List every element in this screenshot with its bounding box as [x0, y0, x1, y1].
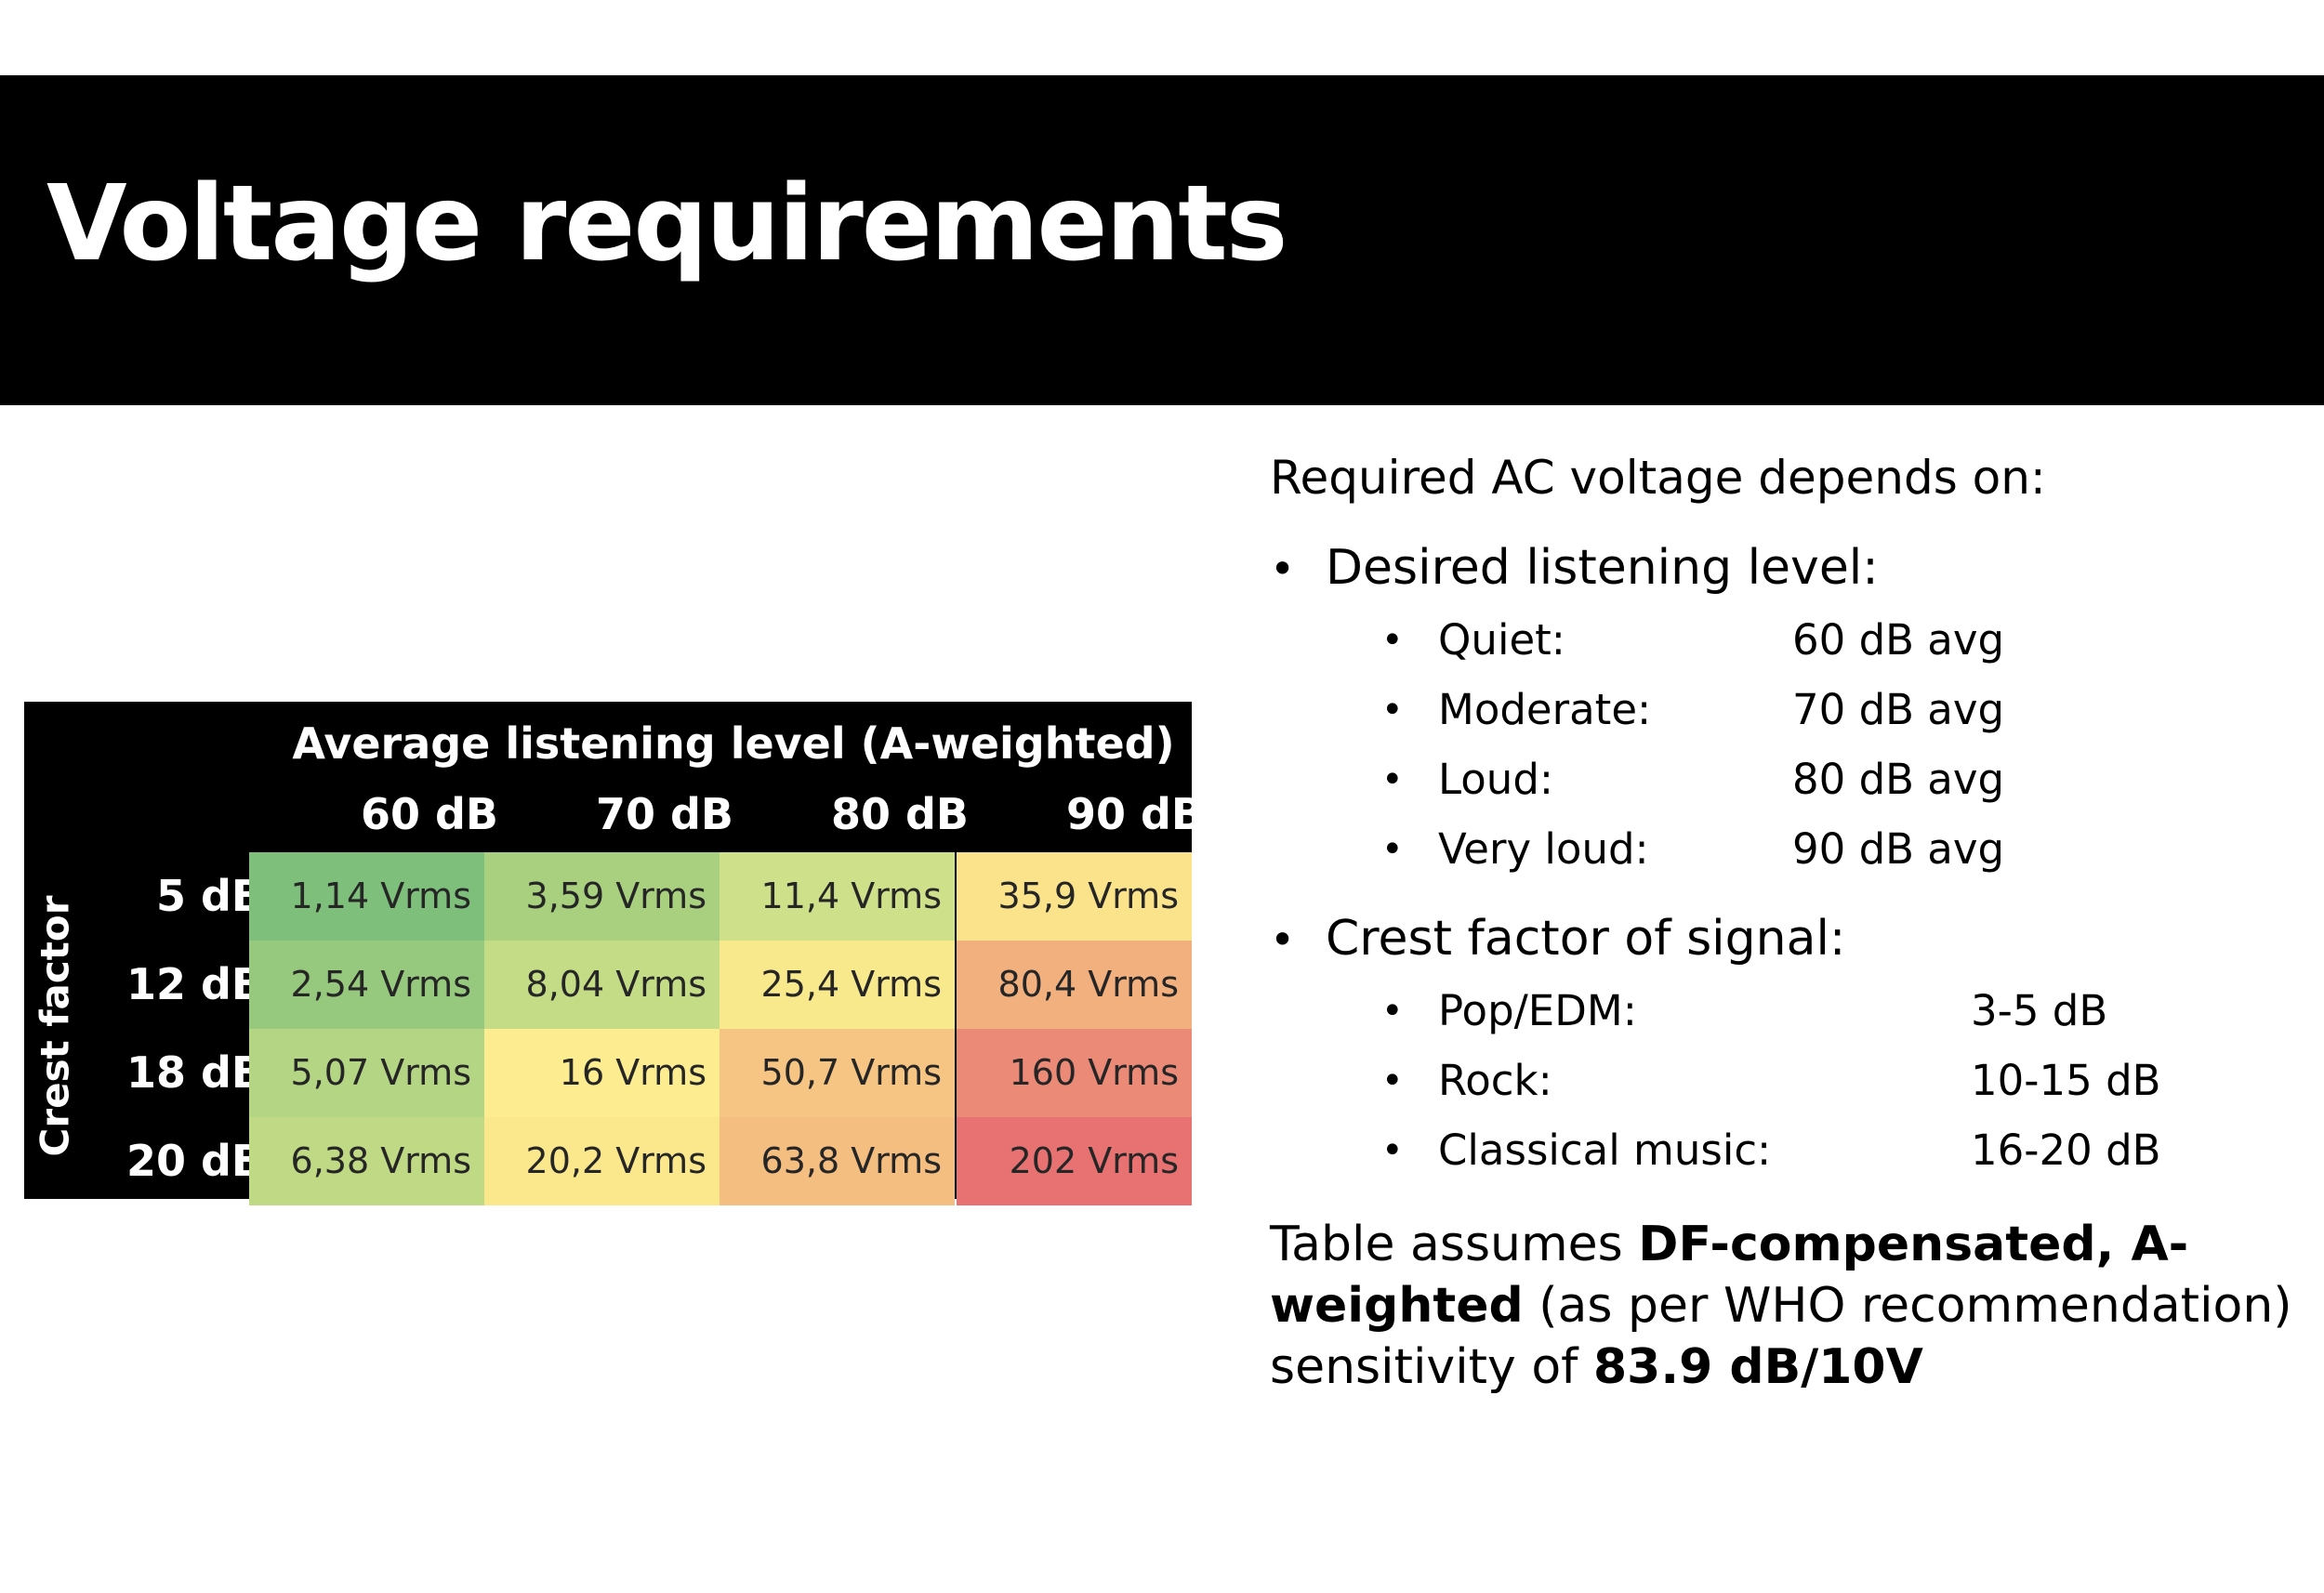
assumption-note: Table assumes DF-compensated, A-weighted… [1270, 1214, 2311, 1398]
bullet-listening-level: Desired listening level: [1326, 540, 1879, 596]
table-cell: 3,59 Vrms [484, 852, 720, 941]
intro-text: Required AC voltage depends on: [1270, 451, 2046, 505]
level-item-name: Very loud: [1438, 824, 1649, 874]
table-cell: 16 Vrms [484, 1029, 720, 1117]
slide-title: Voltage requirements [46, 164, 1287, 284]
row-header: 18 dB [125, 1047, 264, 1098]
column-header: 80 dB [830, 789, 969, 839]
bullet-dot: • [1381, 689, 1404, 731]
table-cell: 2,54 Vrms [249, 941, 484, 1029]
column-header: 60 dB [360, 789, 498, 839]
level-item-name: Loud: [1438, 755, 1554, 804]
crest-item-name: Classical music: [1438, 1126, 1772, 1175]
bullet-dot: • [1381, 758, 1404, 801]
side-axis-text: Crest factor [32, 895, 78, 1156]
table-cell: 20,2 Vrms [484, 1117, 720, 1205]
bullet-crest-factor: Crest factor of signal: [1326, 911, 1846, 967]
table-cell: 8,04 Vrms [484, 941, 720, 1029]
crest-item-name: Pop/EDM: [1438, 986, 1637, 1035]
title-bar [0, 75, 2324, 405]
table-cell: 25,4 Vrms [720, 941, 955, 1029]
bullet-dot: • [1381, 828, 1404, 871]
table-cell: 50,7 Vrms [720, 1029, 955, 1117]
bullet-dot: • [1270, 544, 1296, 594]
row-header: 20 dB [125, 1136, 264, 1186]
level-item-value: 80 dB avg [1792, 755, 2005, 804]
level-item-value: 60 dB avg [1792, 615, 2005, 665]
table-cell: 202 Vrms [957, 1117, 1192, 1205]
bullet-dot: • [1270, 915, 1296, 965]
table-cell: 35,9 Vrms [957, 852, 1192, 941]
table-cell: 1,14 Vrms [249, 852, 484, 941]
crest-item-value: 16-20 dB [1971, 1126, 2161, 1175]
level-item-name: Quiet: [1438, 615, 1565, 665]
table-cell: 63,8 Vrms [720, 1117, 955, 1205]
level-item-value: 70 dB avg [1792, 685, 2005, 734]
bullet-dot: • [1381, 619, 1404, 662]
level-item-name: Moderate: [1438, 685, 1652, 734]
table-cell: 11,4 Vrms [720, 852, 955, 941]
voltage-table: Average listening level (A-weighted) 60 … [24, 702, 1204, 1205]
note-prefix: Table assumes [1270, 1217, 1639, 1272]
note-bold-sensitivity: 83.9 dB/10V [1592, 1339, 1923, 1395]
table-cell: 5,07 Vrms [249, 1029, 484, 1117]
note-bold-weighting: DF-compensated, A-weighted [1270, 1217, 2189, 1334]
table-cell: 6,38 Vrms [249, 1117, 484, 1205]
bullet-dot: • [1381, 1060, 1404, 1102]
column-header: 70 dB [595, 789, 733, 839]
row-header: 12 dB [125, 959, 264, 1009]
table-cell: 80,4 Vrms [957, 941, 1192, 1029]
crest-item-value: 10-15 dB [1971, 1056, 2161, 1105]
bullet-dot: • [1381, 1129, 1404, 1172]
row-header: 5 dB [155, 871, 264, 921]
table-cell: 160 Vrms [957, 1029, 1192, 1117]
note-middle: (as per WHO recommendation) sensitivity … [1270, 1278, 2292, 1395]
table-heading: Average listening level (A-weighted) [292, 718, 1175, 769]
side-axis-label: Crest factor [24, 852, 86, 1199]
crest-item-value: 3-5 dB [1971, 986, 2108, 1035]
column-header: 90 dB [1065, 789, 1204, 839]
level-item-value: 90 dB avg [1792, 824, 2005, 874]
crest-item-name: Rock: [1438, 1056, 1552, 1105]
bullet-dot: • [1381, 990, 1404, 1033]
